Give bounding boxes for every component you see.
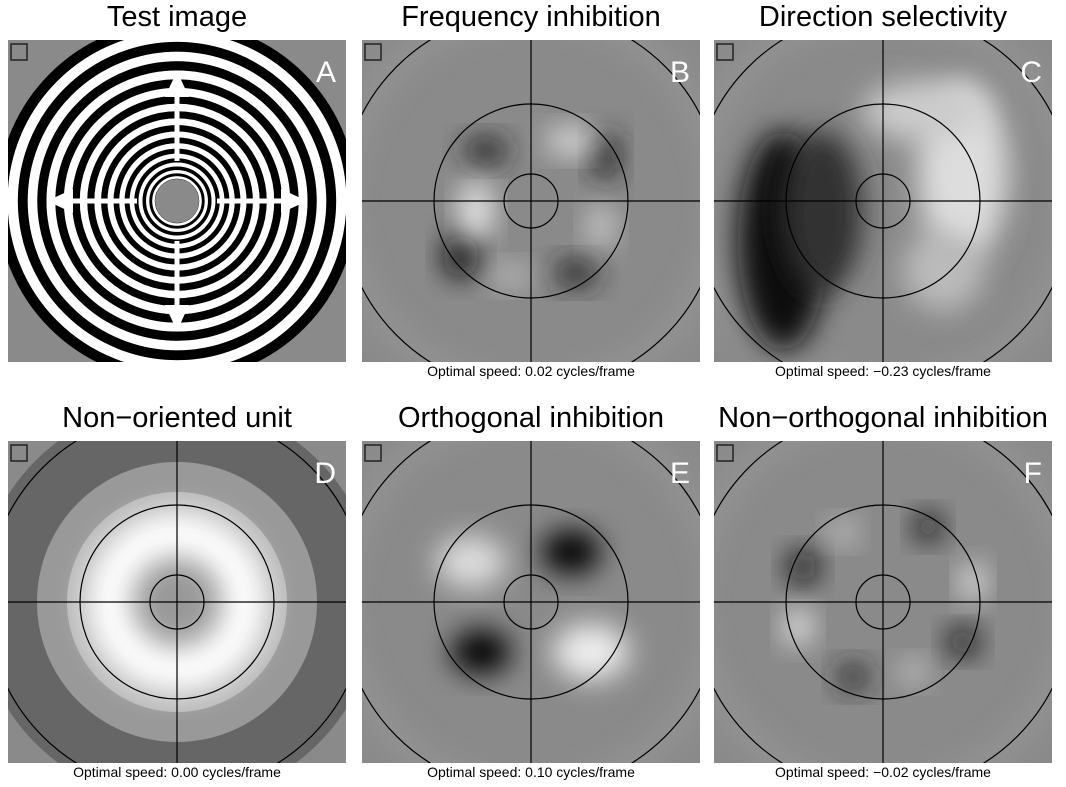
arrow-head — [47, 189, 73, 213]
panel-letter: D — [314, 457, 336, 490]
corner-square — [10, 444, 28, 462]
blob — [903, 231, 983, 311]
panel-title: Test image — [107, 1, 247, 33]
panel-title: Non−oriented unit — [62, 402, 292, 434]
panel: Non−oriented unit D Optimal speed: 0.00 cy… — [8, 402, 346, 780]
corner-square — [364, 444, 382, 462]
arrow-head — [281, 189, 307, 213]
ring — [27, 51, 327, 351]
panel-letter: F — [1024, 457, 1042, 490]
panel-title: Frequency inhibition — [401, 1, 661, 33]
center — [155, 179, 199, 223]
panel-image — [362, 441, 700, 763]
ring — [138, 162, 216, 240]
panel-image — [714, 40, 1052, 362]
blob — [837, 663, 869, 691]
ring — [37, 61, 317, 341]
panel: Test image A — [8, 1, 346, 362]
ring — [149, 173, 205, 229]
blob — [829, 520, 857, 544]
blob — [460, 181, 492, 241]
panel-caption: Optimal speed: −0.02 cycles/frame — [775, 764, 991, 780]
panel-letter: C — [1020, 56, 1042, 89]
blob — [961, 564, 985, 600]
blob — [464, 137, 508, 165]
panel-image — [362, 40, 700, 362]
blob — [554, 259, 598, 287]
ring — [17, 41, 337, 361]
panel: Frequency inhibition B Optimal speed: 0.02… — [362, 1, 700, 379]
corner-square — [716, 43, 734, 61]
blob — [863, 81, 983, 141]
blob — [545, 127, 597, 155]
blob — [592, 132, 620, 180]
blob — [787, 551, 819, 583]
arrow-head — [165, 71, 189, 97]
panel-letter: E — [670, 457, 690, 490]
blob — [947, 628, 979, 656]
arrow-head — [165, 305, 189, 331]
panel-caption: Optimal speed: 0.00 cycles/frame — [73, 764, 281, 780]
blob — [553, 624, 629, 680]
corner-square — [716, 444, 734, 462]
panel: Non−orthogonal inhibition F Optimal speed:… — [714, 402, 1052, 780]
corner-square — [10, 43, 28, 61]
ring — [142, 166, 212, 236]
panel-title: Orthogonal inhibition — [398, 402, 664, 434]
blob — [587, 204, 615, 248]
blob — [541, 530, 601, 574]
panel-caption: Optimal speed: 0.10 cycles/frame — [427, 764, 635, 780]
blob — [899, 660, 927, 684]
blob — [436, 536, 506, 588]
blob — [443, 234, 479, 278]
blob — [783, 131, 863, 291]
blob — [914, 513, 942, 541]
panel-image — [714, 441, 1052, 763]
panel-letter: B — [670, 56, 690, 89]
panel: Direction selectivity C Optimal speed: −0.… — [714, 1, 1052, 379]
blob — [489, 264, 533, 288]
panel-letter: A — [316, 56, 336, 89]
panel-title: Direction selectivity — [759, 1, 1008, 33]
panel-image — [8, 40, 346, 362]
ring — [8, 40, 346, 362]
ring — [146, 170, 208, 232]
ring — [152, 176, 202, 226]
blob — [784, 609, 812, 645]
panel-caption: Optimal speed: −0.23 cycles/frame — [775, 363, 991, 379]
panel-caption: Optimal speed: 0.02 cycles/frame — [427, 363, 635, 379]
blob — [451, 630, 511, 674]
panel-image — [8, 441, 346, 763]
corner-square — [364, 43, 382, 61]
panel-title: Non−orthogonal inhibition — [718, 402, 1048, 434]
